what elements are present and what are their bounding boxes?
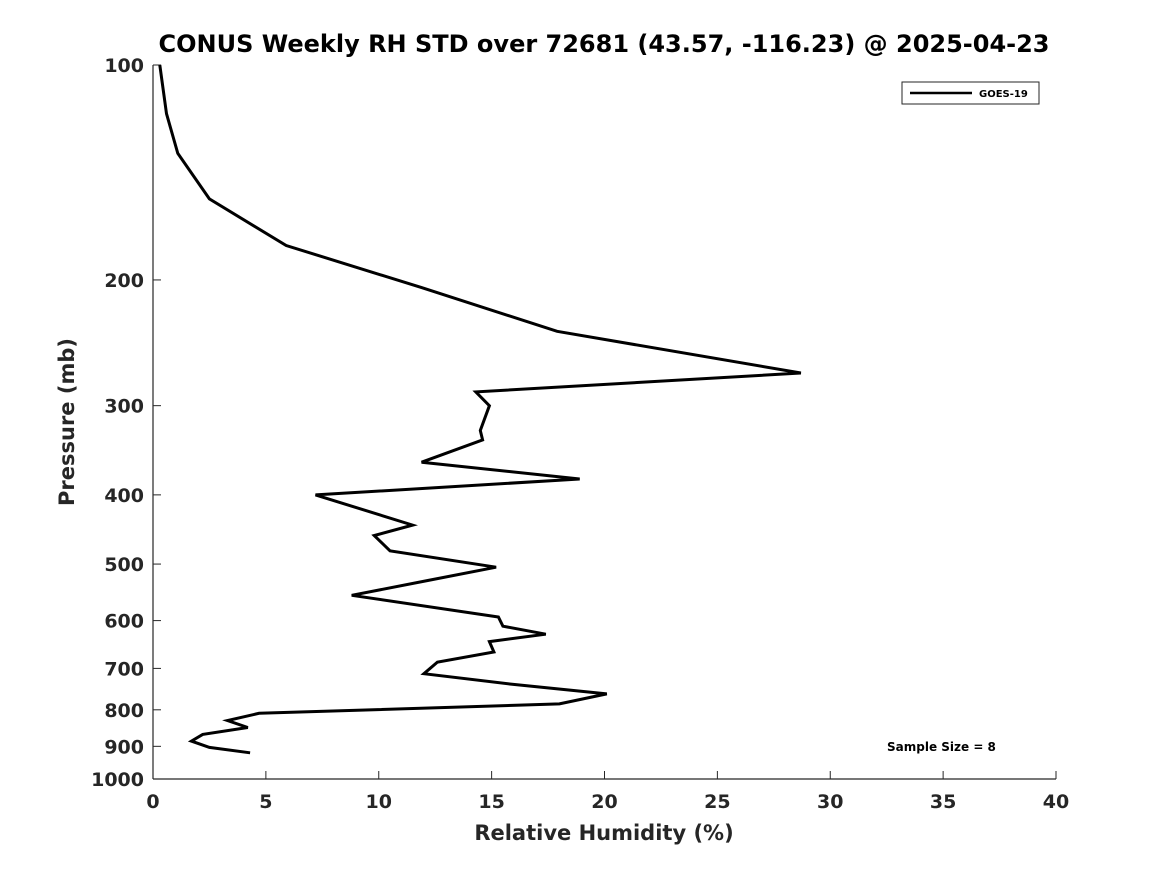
y-tick-label: 800: [104, 700, 144, 722]
y-tick-label: 900: [104, 736, 144, 758]
x-tick-label: 10: [366, 791, 392, 813]
x-tick-label: 20: [591, 791, 617, 813]
y-tick-label: 1000: [91, 769, 144, 791]
x-tick-label: 40: [1043, 791, 1069, 813]
legend: GOES-19: [901, 81, 1040, 105]
y-tick-label: 400: [104, 485, 144, 507]
tick-marks: [152, 64, 1057, 780]
y-tick-label: 300: [104, 396, 144, 418]
y-tick-label: 700: [104, 658, 144, 680]
x-tick-label: 25: [704, 791, 730, 813]
x-tick-label: 15: [478, 791, 504, 813]
y-tick-label: 100: [104, 55, 144, 77]
series-group: [158, 64, 802, 755]
x-tick-label: 35: [930, 791, 956, 813]
x-tick-label: 5: [259, 791, 272, 813]
x-axis-label: Relative Humidity (%): [474, 821, 733, 845]
chart-title: CONUS Weekly RH STD over 72681 (43.57, -…: [158, 30, 1049, 58]
series-line-goes-19: [158, 64, 802, 755]
x-tick-label: 30: [817, 791, 843, 813]
y-axis-label: Pressure (mb): [55, 338, 79, 506]
legend-label-goes-19: GOES-19: [979, 89, 1028, 100]
y-tick-label: 500: [104, 554, 144, 576]
y-tick-label: 200: [104, 270, 144, 292]
x-tick-labels: 0 5 10 15 20 25 30 35 40: [146, 791, 1069, 813]
y-tick-label: 600: [104, 611, 144, 633]
plot-area: [153, 65, 1056, 779]
y-tick-labels: 100 200 300 400 500 600 700 800 900 1000: [91, 55, 144, 791]
x-tick-label: 0: [146, 791, 159, 813]
sample-size-annotation: Sample Size = 8: [887, 740, 996, 754]
